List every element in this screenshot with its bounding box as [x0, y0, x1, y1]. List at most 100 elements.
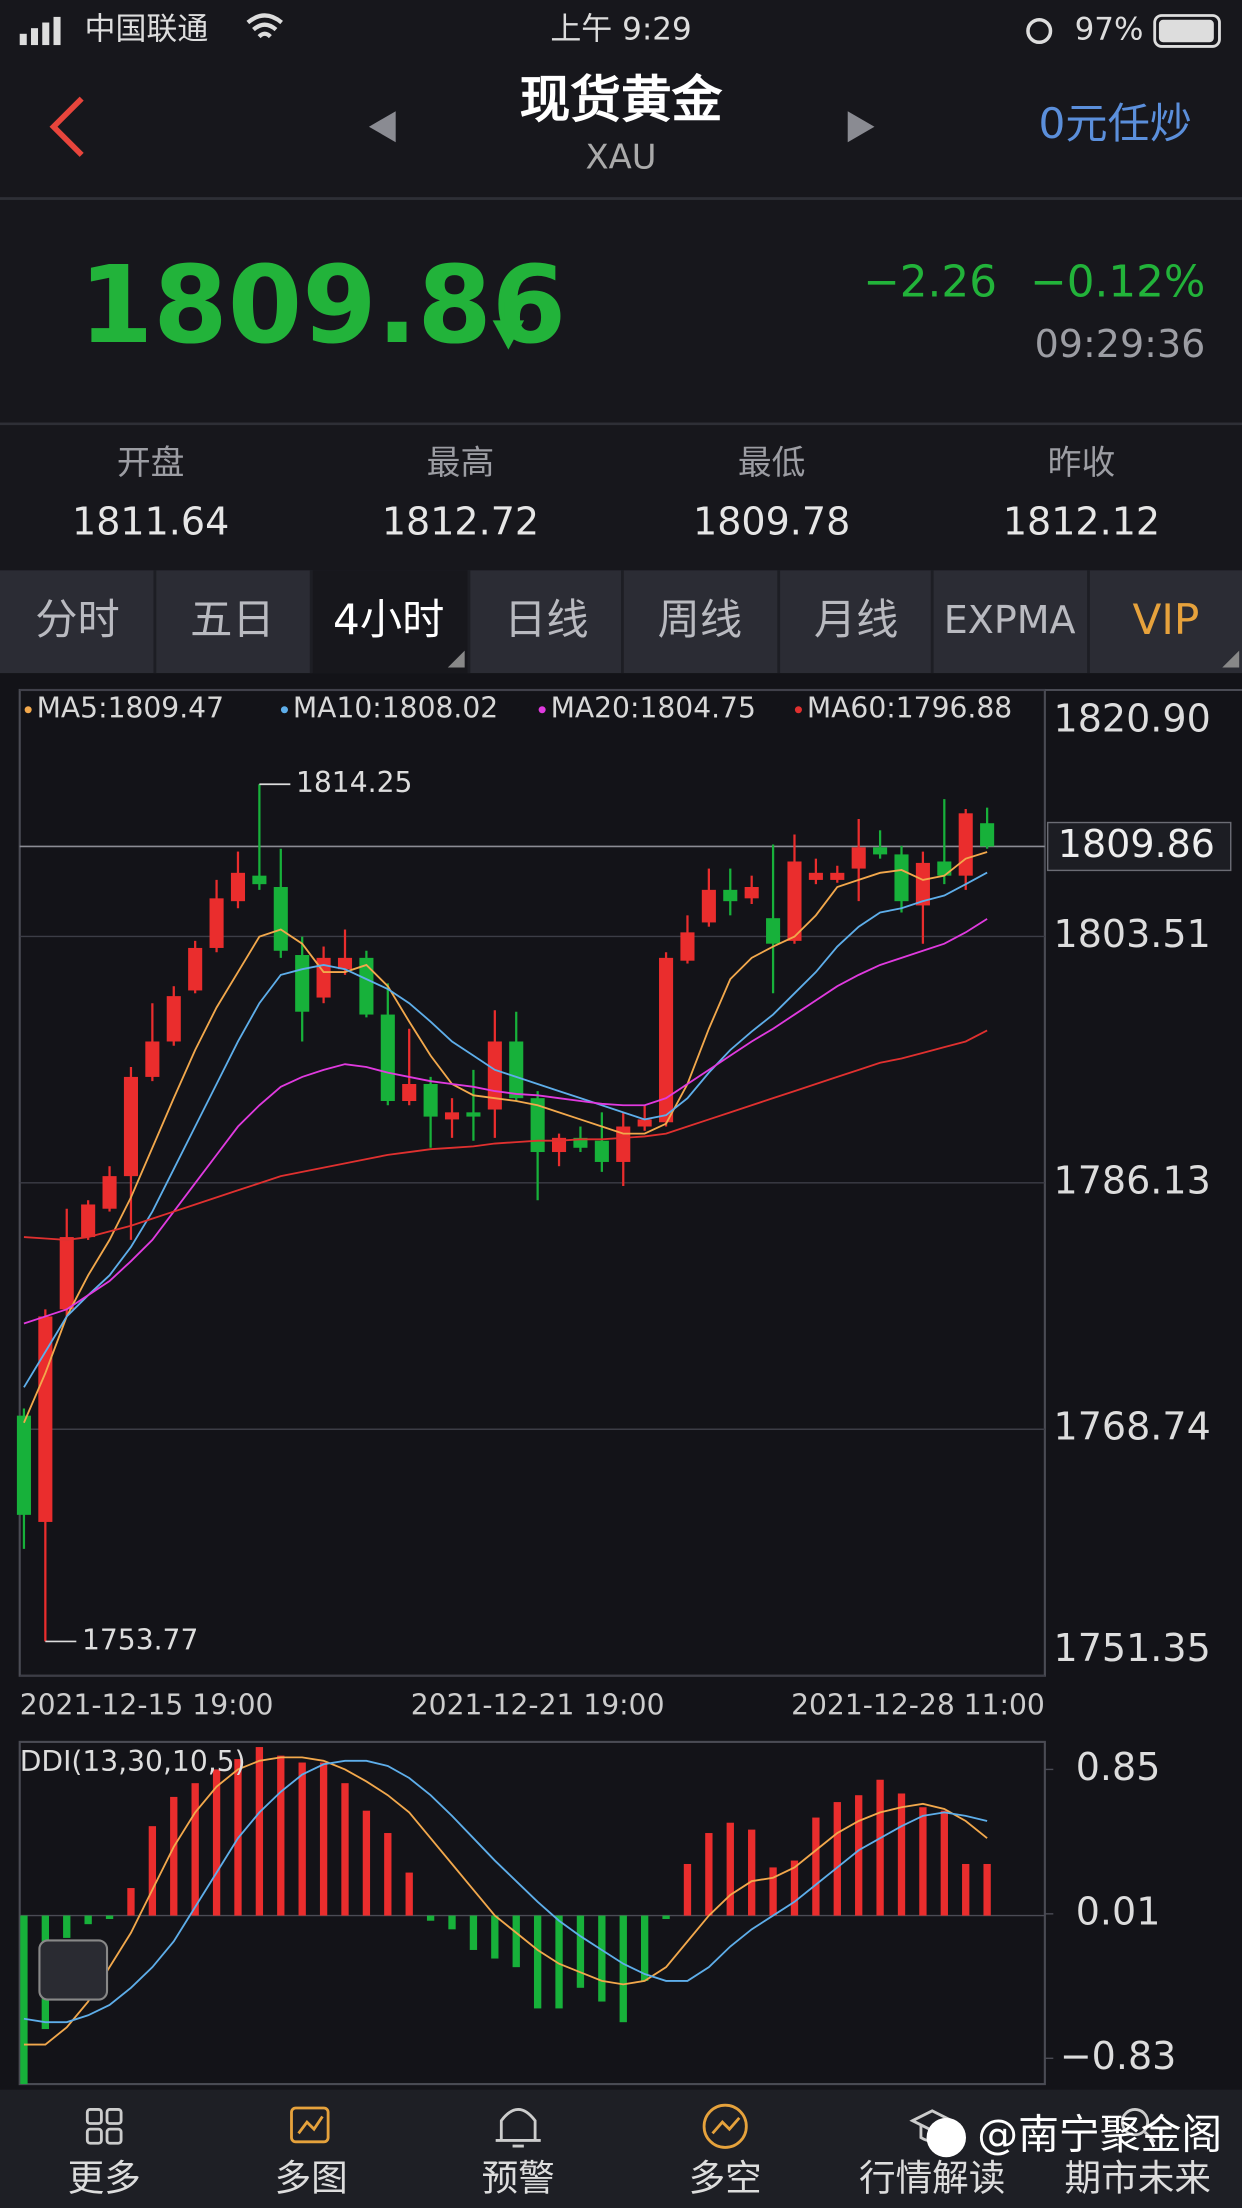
- nav-label[interactable]: 预警: [482, 2156, 555, 2199]
- candle-body: [744, 887, 759, 899]
- stat-label: 最低: [738, 443, 806, 482]
- legend-entry: MA5:1809.47: [37, 692, 224, 725]
- ma-line: [23, 1029, 988, 1241]
- y-tick-label: 1768.74: [1054, 1405, 1211, 1449]
- action-link[interactable]: 0元任炒: [1038, 99, 1192, 148]
- legend-dot: [280, 706, 288, 714]
- stat-value: 1809.78: [693, 499, 850, 543]
- tab[interactable]: VIP: [1133, 595, 1200, 644]
- candle-body: [188, 947, 203, 991]
- candle-body: [766, 918, 781, 944]
- indicator-line: [23, 1759, 988, 2024]
- wifi-icon: [246, 13, 283, 39]
- y-tick-label: −0.83: [1060, 2034, 1177, 2078]
- candle-body: [894, 854, 909, 902]
- stat-label: 开盘: [117, 443, 185, 482]
- watermark-logo: [926, 2117, 966, 2158]
- bar: [748, 1829, 756, 1916]
- next-button[interactable]: [847, 111, 875, 143]
- bar: [812, 1817, 820, 1916]
- candle-body: [915, 862, 930, 906]
- ddi-panel: [18, 1740, 1046, 2086]
- back-button[interactable]: [49, 96, 84, 157]
- bar: [683, 1863, 692, 1916]
- bar: [384, 1833, 392, 1916]
- candle-body: [423, 1084, 438, 1117]
- change: −2.26: [863, 256, 997, 307]
- clock: 上午 9:29: [550, 11, 691, 47]
- tab-corner: [1222, 650, 1240, 668]
- legend-entry: MA60:1796.88: [807, 692, 1012, 725]
- indicator-line: [23, 1756, 988, 2046]
- tab[interactable]: 周线: [658, 595, 742, 644]
- x-tick-label: 2021-12-21 19:00: [411, 1689, 665, 1722]
- nav-label[interactable]: 多空: [689, 2156, 762, 2199]
- battery-icon: [1153, 14, 1221, 48]
- bar: [319, 1762, 328, 1916]
- bar: [598, 1915, 606, 2002]
- ma-line: [23, 871, 988, 1388]
- quote-bg: [0, 199, 1242, 423]
- tab-corner: [447, 650, 465, 668]
- watermark: @南宁聚金阁: [977, 2111, 1222, 2159]
- candle-body: [380, 1014, 395, 1102]
- candle-body: [530, 1098, 545, 1153]
- candle-body: [637, 1119, 652, 1127]
- nav-label[interactable]: 更多: [68, 2156, 141, 2199]
- candle-body: [166, 996, 181, 1042]
- tab[interactable]: 4小时: [333, 595, 444, 644]
- bar: [876, 1779, 884, 1916]
- nav-label[interactable]: 行情解读: [859, 2156, 1005, 2199]
- bar: [105, 1915, 114, 1920]
- battery-level: 97%: [1075, 11, 1144, 47]
- bar: [170, 1796, 178, 1916]
- bar: [469, 1915, 478, 1950]
- down-arrow: [492, 301, 525, 350]
- carrier: 中国联通: [84, 11, 208, 47]
- floating-button[interactable]: [38, 1939, 109, 2001]
- candle-body: [573, 1137, 588, 1148]
- bar: [405, 1872, 413, 1916]
- tab[interactable]: 五日: [190, 595, 274, 644]
- nav-label[interactable]: 多图: [275, 2156, 348, 2199]
- candle-body: [873, 847, 888, 855]
- bar: [298, 1762, 306, 1916]
- bar: [897, 1793, 906, 1916]
- y-tick-label: 1751.35: [1054, 1626, 1211, 1670]
- y-tick-label: 1786.13: [1054, 1158, 1211, 1202]
- candle-body: [444, 1112, 460, 1120]
- bar: [576, 1915, 585, 1988]
- candle-body: [145, 1041, 160, 1077]
- bar: [191, 1783, 199, 1916]
- candle-body: [958, 813, 973, 876]
- stat-label: 最高: [427, 443, 495, 482]
- bar: [619, 1915, 627, 2023]
- price: 1809.86: [79, 244, 566, 368]
- legend-dot: [794, 706, 802, 714]
- candle-body: [102, 1176, 117, 1209]
- title: 现货黄金: [520, 70, 723, 129]
- tab[interactable]: 日线: [504, 595, 588, 644]
- lock-icon: [1026, 17, 1053, 45]
- bar: [855, 1795, 863, 1916]
- bar: [962, 1863, 970, 1916]
- candle-body: [808, 872, 823, 880]
- nav-label[interactable]: 期市未来: [1065, 2156, 1211, 2199]
- bar: [362, 1810, 371, 1916]
- candle-body: [466, 1112, 481, 1117]
- bar: [426, 1915, 435, 1921]
- prev-button[interactable]: [368, 111, 396, 143]
- candle-body: [252, 875, 267, 885]
- tab[interactable]: 月线: [814, 595, 898, 644]
- bar: [20, 1915, 28, 2085]
- candle-body: [337, 957, 353, 970]
- y-tick-label: 0.85: [1076, 1745, 1161, 1789]
- bar: [533, 1915, 542, 2009]
- tab[interactable]: EXPMA: [944, 598, 1076, 642]
- stat-value: 1811.64: [72, 499, 229, 543]
- indicator-title: DDI(13,30,10,5): [20, 1745, 246, 1778]
- change-pct: −0.12%: [1030, 256, 1205, 307]
- candle-body: [594, 1140, 609, 1162]
- tab[interactable]: 分时: [35, 595, 119, 644]
